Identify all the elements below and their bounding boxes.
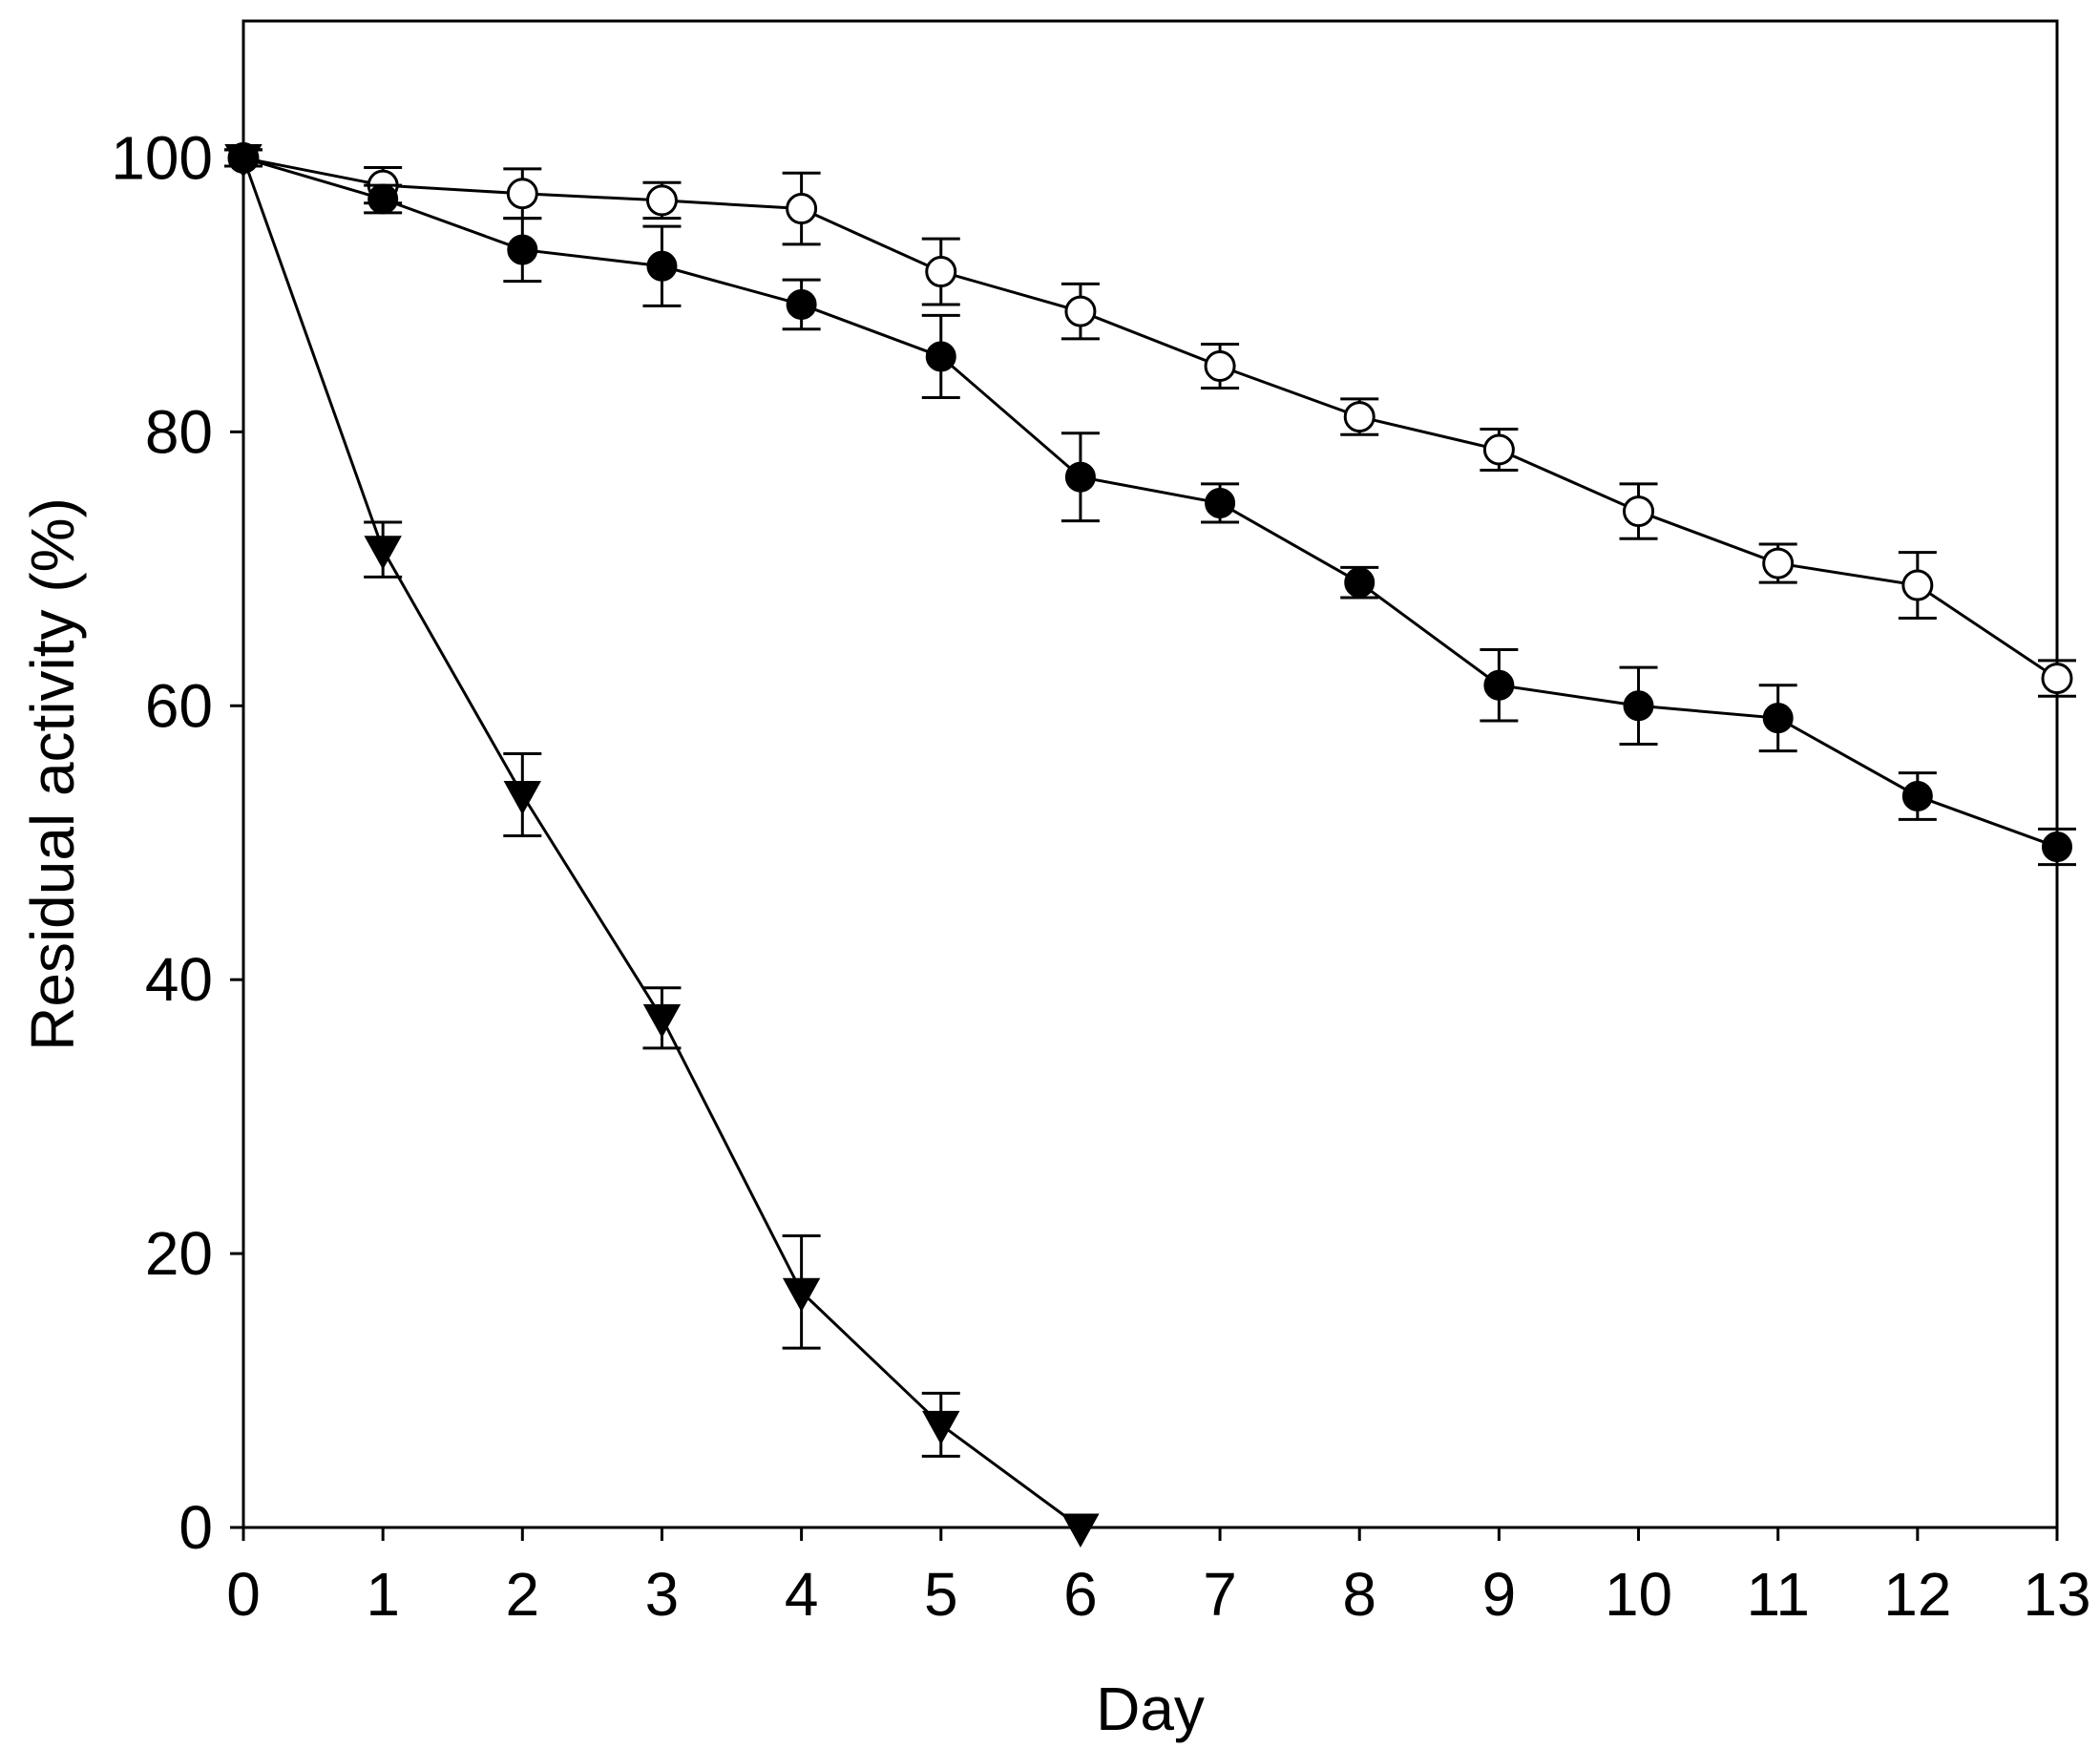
x-tick-label: 4 [785, 1560, 819, 1629]
x-tick-label: 11 [1746, 1560, 1809, 1629]
x-tick-label: 3 [645, 1560, 680, 1629]
data-point [368, 183, 399, 215]
data-point [1344, 567, 1376, 599]
data-point [1204, 350, 1236, 383]
data-point [782, 1277, 821, 1313]
x-tick-label: 0 [226, 1560, 261, 1629]
y-tick-label: 100 [111, 123, 213, 192]
y-tick-label: 80 [145, 397, 213, 466]
x-tick-label: 9 [1482, 1560, 1517, 1629]
x-tick-label: 8 [1342, 1560, 1376, 1629]
y-tick-label: 40 [145, 945, 213, 1014]
y-tick-label: 60 [145, 671, 213, 740]
x-tick-label: 12 [1883, 1560, 1951, 1629]
x-tick-label: 2 [506, 1560, 540, 1629]
data-point [1064, 461, 1096, 493]
plot-area [224, 141, 2076, 1548]
x-tick-label: 6 [1063, 1560, 1098, 1629]
data-point [2041, 663, 2073, 695]
series-line [242, 157, 1082, 1529]
x-tick-label: 7 [1203, 1560, 1237, 1629]
y-tick-label: 0 [178, 1493, 213, 1562]
x-axis-title: Day [1096, 1674, 1205, 1743]
data-point [224, 143, 262, 179]
x-axis: 0 1 2 3 4 5 6 7 8 9 10 11 12 13 [226, 1527, 2091, 1629]
data-point [922, 1410, 960, 1445]
x-tick-label: 5 [924, 1560, 958, 1629]
data-point [1901, 569, 1934, 601]
data-point [503, 781, 542, 815]
data-point [1901, 780, 1933, 811]
data-point [642, 1003, 682, 1039]
y-axis-title: Residual activity (%) [18, 497, 87, 1051]
data-point [1482, 433, 1515, 466]
x-tick-label: 10 [1605, 1560, 1672, 1629]
plot-frame [242, 19, 2059, 1529]
data-point [1064, 295, 1097, 327]
data-point [925, 256, 957, 288]
series-2 [224, 142, 2076, 867]
data-point [786, 288, 817, 320]
series-line [242, 156, 2058, 680]
data-point [364, 536, 402, 570]
data-point [1205, 487, 1236, 518]
data-point [1623, 690, 1654, 722]
series-1 [224, 141, 2076, 698]
data-point [1623, 495, 1655, 528]
y-axis: 0 20 40 60 80 100 [111, 123, 243, 1562]
data-point [646, 250, 678, 282]
x-tick-label: 13 [2023, 1560, 2090, 1629]
series-line [242, 157, 2058, 849]
data-point [925, 341, 956, 372]
y-tick-label: 20 [145, 1219, 213, 1288]
data-point [1762, 703, 1794, 734]
data-point [2042, 832, 2072, 863]
x-tick-label: 1 [366, 1560, 400, 1629]
data-point [1483, 669, 1515, 701]
data-point [786, 193, 818, 225]
data-point [1061, 1513, 1100, 1548]
data-point [645, 184, 678, 217]
series-3 [224, 143, 1100, 1548]
data-point [1762, 547, 1795, 579]
data-point [1343, 401, 1376, 433]
data-point [507, 234, 538, 265]
data-point [506, 178, 538, 210]
